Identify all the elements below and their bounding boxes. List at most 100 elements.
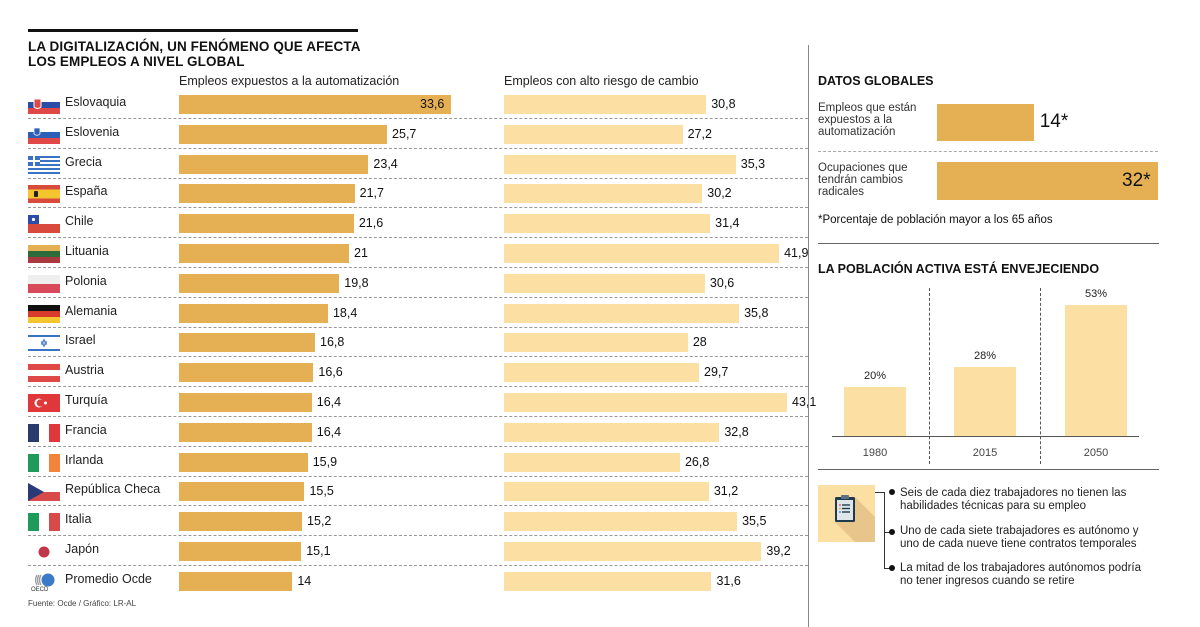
czech-flag-icon bbox=[28, 483, 60, 502]
risk-value-label: 41,9 bbox=[784, 246, 809, 260]
clipboard-icon bbox=[818, 485, 875, 542]
population-value-label: 28% bbox=[973, 349, 997, 362]
automation-value-label: 16,8 bbox=[320, 335, 345, 350]
country-label: Francia bbox=[65, 422, 107, 437]
risk-value-label: 30,2 bbox=[707, 186, 732, 201]
global-item-label-1: Empleos que están expuestos a la automat… bbox=[818, 102, 916, 138]
table-row: Francia 16,4 32,8 bbox=[28, 417, 808, 447]
row-separator bbox=[28, 207, 808, 209]
risk-value-label: 28 bbox=[692, 335, 707, 350]
fact-line: habilidades técnicas para su empleo bbox=[900, 500, 1087, 512]
table-row: Irlanda 15,9 26,8 bbox=[28, 447, 808, 477]
automation-value-label: 21,6 bbox=[358, 216, 384, 231]
global-bar-automation bbox=[937, 104, 1034, 141]
fact-item-3: La mitad de los trabajadores autónomos p… bbox=[900, 562, 1200, 588]
japan-flag-icon bbox=[28, 543, 60, 561]
austria-flag-icon bbox=[28, 364, 60, 383]
global-item-label-2: Ocupaciones que tendrán cambios radicale… bbox=[818, 162, 908, 198]
risk-bar bbox=[504, 124, 683, 144]
country-label: Austria bbox=[65, 363, 104, 378]
row-separator bbox=[28, 296, 808, 298]
risk-bar bbox=[504, 273, 705, 293]
row-separator bbox=[28, 118, 808, 119]
greece-flag-icon bbox=[28, 155, 60, 174]
population-title: LA POBLACIÓN ACTIVA ESTÁ ENVEJECIENDO bbox=[818, 262, 1100, 276]
automation-value-label: 33,6 bbox=[420, 97, 445, 111]
row-separator bbox=[28, 386, 808, 388]
country-label: Grecia bbox=[65, 154, 102, 169]
population-year-label: 2015 bbox=[972, 447, 998, 459]
country-label: Israel bbox=[65, 333, 96, 348]
automation-bar bbox=[179, 571, 293, 591]
automation-value-label: 23,4 bbox=[373, 156, 398, 171]
source-note: Fuente: Ocde / Gráfico: LR-AL bbox=[28, 599, 137, 608]
fact-line: La mitad de los trabajadores autónomos p… bbox=[900, 562, 1142, 574]
israel-flag-icon bbox=[28, 334, 60, 353]
connector-line bbox=[884, 492, 885, 569]
automation-value-label: 25,7 bbox=[392, 126, 417, 141]
risk-bar bbox=[504, 214, 711, 234]
country-label: República Checa bbox=[65, 482, 161, 497]
automation-value-label: 16,4 bbox=[316, 395, 342, 409]
table-row: Japón 15,1 39,2 bbox=[28, 536, 808, 566]
automation-bar bbox=[179, 154, 369, 174]
risk-bar bbox=[504, 393, 787, 412]
label-line: tendrán cambios bbox=[818, 174, 904, 186]
risk-bar bbox=[504, 542, 762, 561]
bullet-dot bbox=[889, 489, 895, 495]
automation-value-label: 16,6 bbox=[318, 365, 343, 380]
turkey-flag-icon bbox=[28, 394, 60, 412]
table-row: Eslovenia 25,7 27,2 bbox=[28, 119, 808, 149]
risk-value-label: 35,5 bbox=[742, 514, 767, 529]
risk-column-header: Empleos con alto riesgo de cambio bbox=[504, 74, 699, 88]
row-separator bbox=[28, 505, 808, 507]
country-label: Polonia bbox=[65, 273, 107, 288]
label-line: radicales bbox=[818, 186, 865, 198]
chart-title-line1: LA DIGITALIZACIÓN, UN FENÓMENO QUE AFECT… bbox=[28, 39, 361, 54]
row-separator bbox=[28, 565, 808, 566]
row-separator bbox=[28, 445, 808, 447]
fact-item-2: Uno de cada siete trabajadores es autóno… bbox=[900, 525, 1200, 551]
germany-flag-icon bbox=[28, 304, 60, 323]
population-baseline bbox=[832, 436, 1139, 437]
poland-flag-icon bbox=[28, 274, 60, 293]
risk-value-label: 35,3 bbox=[740, 156, 766, 171]
row-separator bbox=[28, 326, 808, 328]
risk-value-label: 31,4 bbox=[715, 216, 740, 231]
risk-bar bbox=[504, 512, 738, 532]
automation-value-label: 15,2 bbox=[307, 514, 332, 529]
automation-bar bbox=[179, 512, 303, 532]
table-row: República Checa 15,5 31,2 bbox=[28, 476, 808, 507]
automation-value-label: 16,4 bbox=[316, 424, 342, 439]
country-label: Japón bbox=[65, 542, 100, 556]
label-line: Ocupaciones que bbox=[818, 162, 908, 174]
country-label: Alemania bbox=[65, 303, 118, 318]
table-row: Eslovaquia 33,6 30,8 bbox=[28, 89, 808, 119]
italy-flag-icon bbox=[28, 513, 60, 532]
country-label: Eslovenia bbox=[65, 124, 120, 139]
automation-bar bbox=[179, 393, 312, 412]
population-bar bbox=[844, 386, 906, 436]
global-footnote: *Porcentaje de población mayor a los 65 … bbox=[818, 214, 1053, 226]
row-separator bbox=[28, 416, 808, 417]
fact-line: Seis de cada diez trabajadores no tienen… bbox=[900, 487, 1127, 499]
france-flag-icon bbox=[28, 423, 60, 442]
risk-value-label: 43,1 bbox=[792, 395, 817, 409]
risk-value-label: 30,6 bbox=[709, 275, 735, 290]
title-rule bbox=[28, 29, 358, 32]
automation-bar bbox=[179, 95, 451, 114]
spain-flag-icon bbox=[28, 185, 60, 204]
automation-bar bbox=[179, 124, 388, 144]
chart-title: LA DIGITALIZACIÓN, UN FENÓMENO QUE AFECT… bbox=[28, 39, 361, 69]
population-divider-2 bbox=[1040, 288, 1041, 464]
slovenia-flag-icon bbox=[28, 125, 60, 144]
automation-bar bbox=[179, 422, 312, 442]
automation-value-label: 15,5 bbox=[309, 484, 334, 499]
row-separator bbox=[28, 535, 808, 537]
automation-value-label: 15,9 bbox=[312, 454, 338, 469]
global-value-automation: 14* bbox=[1039, 111, 1069, 132]
automation-bar bbox=[179, 273, 340, 293]
row-separator bbox=[28, 147, 808, 149]
country-label: Promedio Ocde bbox=[65, 571, 152, 586]
risk-bar bbox=[504, 482, 709, 502]
